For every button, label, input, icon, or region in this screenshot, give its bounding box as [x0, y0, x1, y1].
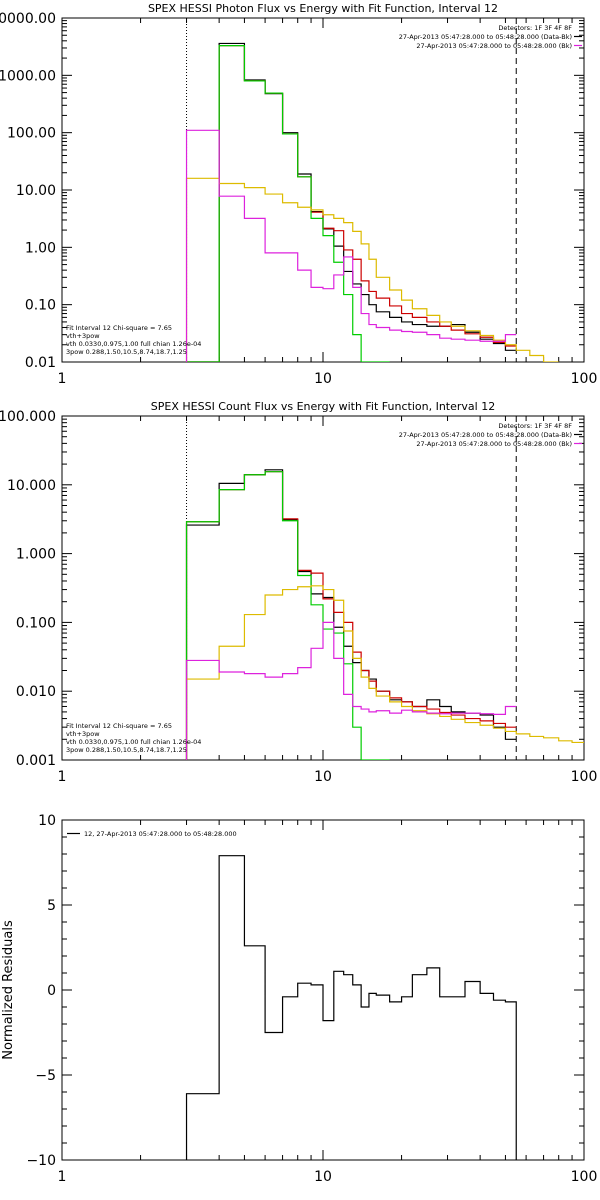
legend-entry: vth 0.0330,0.975,1.00 full chian 1.26e-0… — [66, 340, 201, 348]
residuals-panel: 1 10 100 −10 −5 0 5 10 Normalized Residuals 12, 2… — [1, 813, 597, 1185]
series-data-bk — [185, 469, 517, 760]
series-vth — [185, 471, 390, 760]
legend-entry: Fit Interval 12 Chi-square = 7.65 — [66, 722, 172, 730]
plot-frame — [61, 17, 585, 363]
y-tick-label: 10.00 — [16, 183, 56, 199]
x-tick-label: 1 — [58, 769, 67, 785]
series-bk — [185, 129, 517, 362]
y-tick-label: 10.000 — [7, 478, 56, 494]
legend-entry: 27-Apr-2013 05:47:28.000 to 05:48:28.000… — [416, 440, 572, 448]
legend-entry: 27-Apr-2013 05:47:28.000 to 05:48:28.000… — [416, 42, 572, 50]
series-3pow — [185, 177, 559, 362]
x-tick-label: 10 — [314, 769, 332, 785]
legend-entry: Fit Interval 12 Chi-square = 7.65 — [66, 324, 172, 332]
x-tick-label: 1 — [58, 1169, 67, 1185]
legend-entry: 3pow 0.288,1.50,10.5,8.74,18.7,1.25 — [66, 746, 187, 754]
count-flux-panel: SPEX HESSI Count Flux vs Energy with Fit… — [0, 400, 597, 785]
y-axis-label: Normalized Residuals — [1, 920, 16, 1060]
x-tick-label: 100 — [571, 769, 598, 785]
chart-title: SPEX HESSI Photon Flux vs Energy with Fi… — [148, 2, 498, 15]
y-tick-label: −5 — [35, 1068, 56, 1084]
legend-entry: 3pow 0.288,1.50,10.5,8.74,18.7,1.25 — [66, 348, 187, 356]
x-tick-label: 100 — [571, 1169, 598, 1185]
y-tick-label: 5 — [47, 898, 56, 914]
series-residuals — [185, 855, 517, 1160]
y-tick-label: 1.00 — [25, 240, 56, 256]
x-tick-label: 10 — [314, 1169, 332, 1185]
y-tick-label: 100.000 — [0, 409, 56, 425]
x-tick-label: 10 — [314, 371, 332, 387]
y-tick-label: 100.00 — [7, 126, 56, 142]
legend-entry: 12, 27-Apr-2013 05:47:28.000 to 05:48:28… — [84, 830, 237, 838]
series-vth-3pow — [186, 45, 517, 362]
y-tick-label: 0.100 — [16, 615, 56, 631]
series-vth — [186, 45, 390, 362]
legend-entry: Detectors: 1F 3F 4F 8F — [498, 24, 572, 32]
y-tick-label: 0.010 — [16, 684, 56, 700]
series-3pow — [185, 585, 584, 760]
x-tick-label: 1 — [58, 371, 67, 387]
y-tick-label: 0.10 — [25, 298, 56, 314]
y-tick-label: 10000.00 — [0, 11, 56, 27]
y-tick-label: 0.001 — [16, 753, 56, 769]
x-tick-label: 100 — [571, 371, 598, 387]
legend-entry: 27-Apr-2013 05:47:28.000 to 05:48:28.000… — [399, 431, 572, 439]
legend-entry: Detectors: 1F 3F 4F 8F — [498, 422, 572, 430]
legend-entry: vth 0.0330,0.975,1.00 full chian 1.26e-0… — [66, 738, 201, 746]
series-vth-3pow — [185, 471, 517, 760]
y-tick-label: 0.01 — [25, 355, 56, 371]
series-bk — [185, 621, 517, 760]
legend-entry: vth+3pow — [66, 730, 100, 738]
chart-title: SPEX HESSI Count Flux vs Energy with Fit… — [151, 400, 495, 413]
y-tick-label: 1000.00 — [0, 68, 56, 84]
y-tick-label: 10 — [38, 813, 56, 829]
series-data-bk — [186, 42, 517, 362]
y-tick-label: −10 — [26, 1153, 56, 1169]
y-tick-label: 1.000 — [16, 547, 56, 563]
legend-entry: 27-Apr-2013 05:47:28.000 to 05:48:28.000… — [399, 33, 572, 41]
y-tick-label: 0 — [47, 983, 56, 999]
photon-flux-panel: SPEX HESSI Photon Flux vs Energy with Fi… — [0, 2, 597, 387]
legend-entry: vth+3pow — [66, 332, 100, 340]
